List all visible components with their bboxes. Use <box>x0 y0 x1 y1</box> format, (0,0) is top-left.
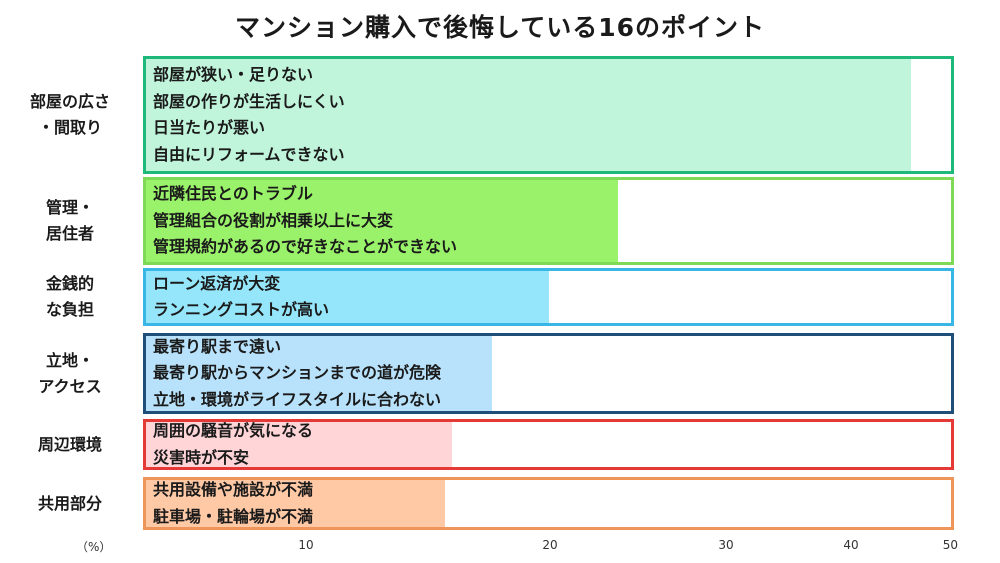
x-tick-label: 20 <box>542 538 558 552</box>
bar <box>146 422 452 467</box>
category-label: 立地・ アクセス <box>0 333 140 414</box>
list-item: ランニングコストが高い <box>153 300 330 319</box>
category-label-line: 共用部分 <box>37 493 102 513</box>
list-item: 立地・環境がライフスタイルに合わない <box>153 389 442 409</box>
list-item: 管理規約があるので好きなことができない <box>153 237 458 257</box>
item-list: 共用設備や施設が不満 駐車場・駐輪場が不満 <box>153 480 313 527</box>
category-label-line: 居住者 <box>45 224 94 243</box>
bar <box>146 180 618 262</box>
category-label: 金銭的 な負担 <box>0 268 140 326</box>
list-item: 管理組合の役割が相乗以上に大変 <box>153 210 394 230</box>
category-label-line: 管理・ <box>45 198 94 217</box>
item-list: 最寄り駅まで遠い最寄り駅からマンションまでの道が危険 立地・環境がライフスタイルに… <box>153 336 441 411</box>
category-row-box: 近隣住民とのトラブル管理組合の役割が相乗以上に大変管理規約があるので好きなことが… <box>143 177 954 265</box>
category-row-box: 最寄り駅まで遠い最寄り駅からマンションまでの道が危険 立地・環境がライフスタイルに… <box>143 333 954 414</box>
list-item: 部屋が狭い・足りない <box>153 65 314 84</box>
category-label-line: 部屋の広さ <box>29 92 110 111</box>
bar <box>146 59 911 171</box>
x-axis: （%） 10 20 30 40 50 <box>0 538 1000 558</box>
category-label: 共用部分 <box>0 477 140 530</box>
category-label-line: な負担 <box>45 300 94 319</box>
category-label-line: 立地・ <box>45 350 94 370</box>
category-row-box: 部屋が狭い・足りない部屋の作りが生活しにくい 日当たりが悪い自由にリフォームできな… <box>143 56 954 174</box>
list-item: 周囲の騒音が気になる <box>153 421 314 440</box>
category-label-line: 周辺環境 <box>37 434 102 454</box>
x-tick-label: 10 <box>298 538 314 552</box>
item-list: ローン返済が大変ランニングコストが高い <box>153 271 329 323</box>
category-label-line: 金銭的 <box>45 274 94 293</box>
list-item: 最寄り駅からマンションまでの道が危険 <box>153 363 442 383</box>
bar <box>146 336 492 411</box>
item-list: 周囲の騒音が気になる 災害時が不安 <box>153 421 313 467</box>
chart-title: マンション購入で後悔している16のポイント <box>234 13 766 42</box>
list-item: 共用設備や施設が不満 <box>153 480 314 499</box>
x-tick-label: 30 <box>718 538 734 552</box>
list-item: 部屋の作りが生活しにくい <box>153 91 345 111</box>
axis-unit-label: （%） <box>76 540 112 554</box>
list-item: 災害時が不安 <box>153 447 250 467</box>
item-list: 近隣住民とのトラブル管理組合の役割が相乗以上に大変管理規約があるので好きなことが… <box>153 180 457 262</box>
category-row-box: 周囲の騒音が気になる 災害時が不安 <box>143 419 954 470</box>
item-list: 部屋が狭い・足りない部屋の作りが生活しにくい 日当たりが悪い自由にリフォームできな… <box>153 59 345 171</box>
bar <box>146 271 549 323</box>
list-item: 駐車場・駐輪場が不満 <box>153 506 314 526</box>
list-item: 日当たりが悪い <box>153 118 266 137</box>
category-label-line: アクセス <box>38 376 102 396</box>
category-label: 部屋の広さ ・間取り <box>0 56 140 174</box>
category-row-box: ローン返済が大変ランニングコストが高い <box>143 268 954 326</box>
list-item: 近隣住民とのトラブル <box>153 184 313 204</box>
category-row-box: 共用設備や施設が不満 駐車場・駐輪場が不満 <box>143 477 954 530</box>
list-item: 最寄り駅まで遠い <box>153 336 282 356</box>
category-label: 管理・ 居住者 <box>0 177 140 265</box>
category-label: 周辺環境 <box>0 419 140 470</box>
list-item: ローン返済が大変 <box>153 273 281 293</box>
category-label-line: ・間取り <box>37 118 102 137</box>
bar <box>146 480 445 527</box>
x-tick-label: 40 <box>843 538 859 552</box>
x-tick-label: 50 <box>942 538 959 552</box>
list-item: 自由にリフォームできない <box>153 144 345 164</box>
